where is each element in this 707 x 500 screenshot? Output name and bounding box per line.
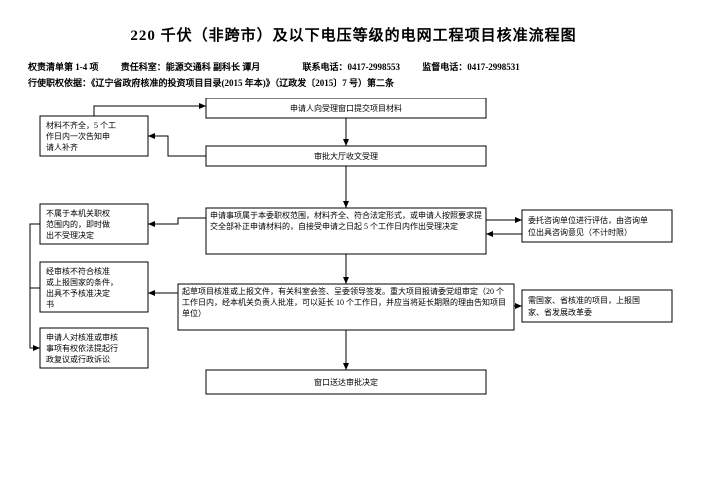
s1c: 请人补齐 [46,142,78,152]
arrow-s1-n1 [94,106,206,116]
meta-1d: 监督电话：0417-2998531 [422,62,520,72]
flowchart-svg: 申请人向受理窗口提交项目材料 审批大厅收文受理 申请事项属于本委职权范围，材料齐… [28,98,679,478]
node-accept-label: 申请事项属于本委职权范围，材料齐全、符合法定形式，或申请人按照要求提交全部补正申… [210,211,482,233]
s1a: 材料不齐全，5 个工 [46,120,116,130]
s3a: 经审核不符合核准 [46,266,110,276]
r2a: 需国家、省核准的项目，上报国 [528,295,640,305]
node-deliver-label: 窗口送达审批决定 [314,377,378,387]
r1a: 委托咨询单位进行评估，由咨询单 [528,215,648,225]
s4b: 事项有权依法提起行 [46,343,118,353]
s4a: 申请人对核准或审核 [46,332,118,342]
s3d: 书 [46,299,54,309]
s2c: 出不受理决定 [46,230,94,240]
node-submit-label: 申请人向受理窗口提交项目材料 [290,103,402,113]
meta-1b: 责任科室：能源交通科 副科长 谭月 [121,62,261,72]
meta-1c: 联系电话：0417-2998553 [303,62,401,72]
s1b: 作日内一次告知申 [46,131,110,141]
meta-line-2: 行使职权依据：《辽宁省政府核准的投资项目目录(2015 年本)》（辽政发〔201… [28,75,679,91]
s4c: 政复议或行政诉讼 [46,354,110,364]
node-escalate [522,290,672,322]
meta-line-1: 权责清单第 1-4 项 责任科室：能源交通科 副科长 谭月 联系电话：0417-… [28,59,679,75]
r2b: 家、省发展改革委 [528,307,592,317]
s3c: 出具不予核准决定 [46,288,110,298]
node-receive-label: 审批大厅收文受理 [314,151,378,161]
r1b: 位出具咨询意见（不计时限） [528,227,632,237]
node-draft-label: 起草项目核准或上报文件，有关科室会签、呈委领导签发。重大项目报请委党组审定（20… [182,287,510,319]
s3b: 或上报国家的条件， [46,277,118,287]
s2a: 不属于本机关职权 [46,208,110,218]
node-consult [522,210,672,242]
arrow-s2-s4 [30,224,40,348]
meta-1a: 权责清单第 1-4 项 [28,62,99,72]
s2b: 范围内的，即时做 [46,219,110,229]
arrow-n3-s2 [148,218,206,224]
arrow-n2-s1 [148,136,206,156]
page-title: 220 千伏（非跨市）及以下电压等级的电网工程项目核准流程图 [28,24,679,45]
